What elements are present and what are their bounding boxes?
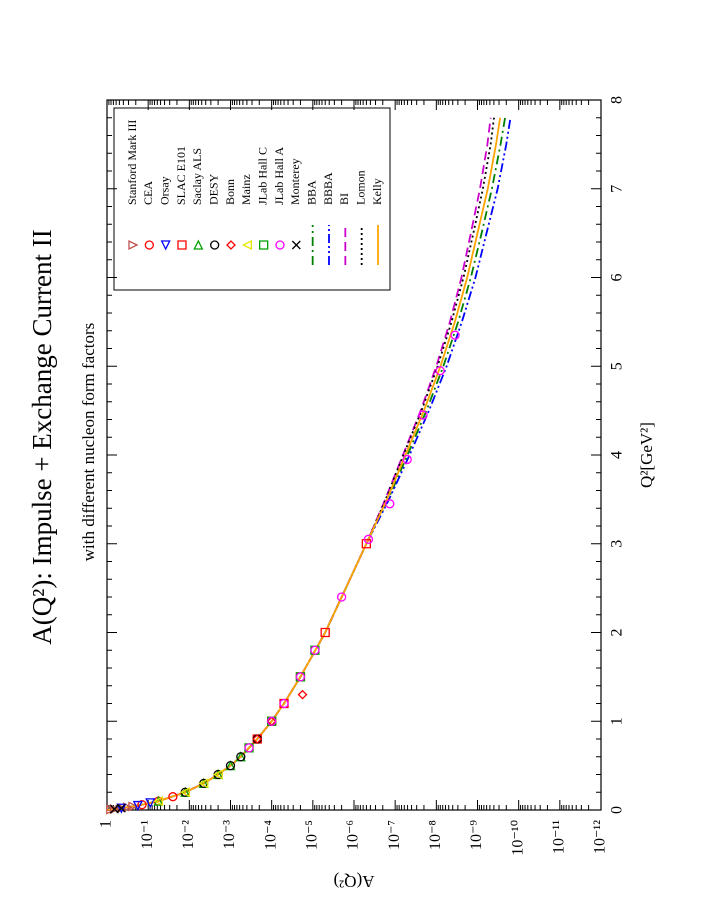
data-point [450, 330, 460, 340]
data-point [213, 769, 223, 780]
x-tick-label: 1 [609, 717, 626, 725]
data-point [153, 795, 164, 806]
rotated-chart: A(Q²): Impulse + Exchange Current II wit… [27, 96, 656, 891]
y-tick-label: 10⁻⁸ [427, 820, 444, 850]
legend-marker [259, 240, 269, 250]
data-point [180, 787, 190, 797]
data-point [295, 672, 306, 682]
data-point [402, 454, 412, 465]
y-tick-label: 10⁻³ [221, 820, 238, 849]
legend-label: Mainz [239, 174, 253, 205]
data-point [179, 787, 190, 798]
legend-marker [210, 240, 220, 250]
legend-label: BI [337, 193, 351, 205]
x-tick-label: 5 [609, 362, 626, 370]
data-point [435, 366, 445, 376]
legend-label: Saclay ALS [190, 148, 204, 205]
x-tick-label: 7 [609, 185, 626, 193]
y-tick-label: 10⁻² [180, 820, 197, 849]
data-point [199, 778, 209, 789]
y-tick-label: 10⁻¹¹ [551, 820, 568, 854]
y-tick-label: 10⁻⁷ [386, 820, 403, 850]
data-point [116, 803, 127, 814]
data-point [336, 592, 347, 602]
legend-marker [275, 240, 285, 250]
x-tick-label: 8 [609, 96, 626, 104]
data-point [109, 804, 120, 815]
y-tick-label: 10⁻⁴ [262, 820, 279, 850]
legend-label: BBA [304, 180, 318, 205]
legend-marker [128, 239, 139, 251]
legend-label: Lomon [353, 170, 367, 205]
x-tick-label: 4 [609, 451, 626, 459]
data-point [225, 760, 236, 771]
legend-marker [144, 240, 154, 250]
legend-marker [241, 239, 252, 251]
legend-marker [193, 239, 204, 250]
legend-label: Orsay [157, 176, 171, 205]
data-point [116, 803, 127, 814]
legend-label: BBBA [321, 172, 335, 205]
data-point [385, 499, 395, 509]
data-point [198, 778, 209, 789]
legend-box [113, 107, 391, 291]
data-point [361, 539, 372, 549]
y-tick-label: 10⁻¹⁰ [509, 820, 526, 856]
y-tick-label: 10⁻⁹ [468, 820, 485, 850]
legend-label: JLab Hall A [272, 147, 286, 205]
data-point [252, 734, 263, 744]
data-point [212, 769, 223, 780]
legend-label: SLAC E101 [174, 146, 188, 205]
data-point [244, 743, 254, 753]
y-tick-label: 10⁻¹ [139, 820, 156, 849]
data-point [297, 689, 308, 700]
data-point [168, 792, 178, 802]
x-tick-label: 6 [609, 274, 626, 282]
y-axis-label: A(Q²) [334, 872, 375, 891]
data-point [310, 645, 320, 655]
y-tick-label: 10⁻⁶ [345, 820, 362, 850]
x-tick-label: 0 [609, 806, 626, 814]
legend-marker [226, 240, 236, 250]
y-tick-label: 10⁻⁵ [304, 820, 321, 850]
legend-label: Monterey [288, 158, 302, 205]
x-tick-label: 2 [609, 629, 626, 637]
data-point [128, 801, 139, 812]
legend-marker [177, 240, 187, 250]
data-point [363, 534, 374, 544]
x-axis-label: Q²[GeV²] [637, 422, 656, 488]
y-tick-label: 1 [98, 820, 115, 828]
legend-label: JLab Hall C [255, 147, 269, 205]
data-point [320, 627, 330, 638]
data-point [279, 698, 289, 709]
legend-label: CEA [141, 181, 155, 205]
chart-title: A(Q²): Impulse + Exchange Current II [27, 229, 57, 644]
legend-label: Stanford Mark III [125, 120, 139, 205]
legend-label: DESY [206, 173, 220, 205]
data-point [153, 796, 164, 807]
data-point [132, 800, 143, 812]
legend-marker [160, 240, 171, 251]
legend-label: Bonn [223, 179, 237, 205]
x-tick-label: 3 [609, 540, 626, 548]
data-point [418, 410, 428, 420]
data-point [145, 798, 156, 809]
y-tick-label: 10⁻¹² [592, 820, 609, 854]
line-series [106, 117, 495, 811]
legend-marker [291, 240, 301, 250]
data-point [267, 716, 277, 726]
legend-label: Kelly [370, 178, 384, 205]
data-point [116, 803, 126, 813]
chart-subtitle: with different nucleon form factors [79, 323, 98, 562]
data-point [236, 752, 246, 762]
